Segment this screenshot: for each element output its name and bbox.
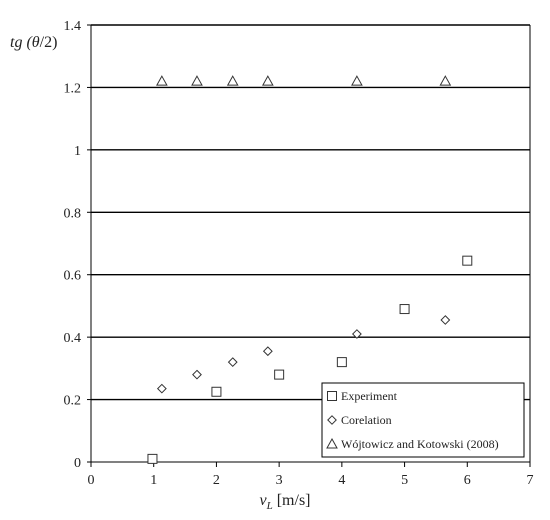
x-tick-label: 1	[150, 473, 157, 488]
y-axis-label-variable: θ	[32, 34, 40, 51]
x-axis-label-subscript: L	[266, 500, 273, 512]
y-axis-label-prefix: tg (	[10, 34, 33, 51]
x-axis-label-variable: v	[259, 492, 267, 509]
diamond-point	[192, 369, 202, 380]
diamond-point	[262, 346, 273, 357]
triangle-point	[439, 75, 452, 86]
square-point	[274, 369, 285, 380]
y-tick-label: 0.8	[64, 206, 82, 221]
x-tick-label: 0	[88, 473, 95, 488]
diamond-point	[156, 383, 167, 394]
y-tick-label: 1	[74, 144, 81, 159]
square-point	[211, 386, 222, 397]
y-axis-label: tg (θ/2)	[10, 34, 57, 51]
legend-box	[321, 382, 525, 458]
legend-marker-diamond	[327, 415, 337, 425]
legend: Experiment Corelation Wójtowicz and Kotows…	[321, 382, 525, 458]
square-point	[147, 453, 158, 464]
triangle-point	[156, 75, 168, 86]
x-tick-label: 7	[527, 473, 534, 488]
y-tick-label: 0.4	[64, 331, 82, 346]
diamond-point	[352, 329, 362, 339]
legend-label: Experiment	[341, 389, 398, 403]
y-tick-label: 1.4	[64, 19, 82, 34]
legend-marker-triangle	[326, 437, 338, 449]
diamond-point	[440, 315, 451, 325]
y-tick-label: 0	[74, 456, 81, 471]
x-tick-label: 4	[338, 473, 345, 488]
y-tick-label: 1.2	[64, 81, 82, 96]
legend-label: Corelation	[341, 413, 392, 427]
x-tick-label: 5	[401, 473, 408, 488]
gridlines	[91, 24, 530, 401]
x-tick-label: 3	[276, 473, 283, 488]
triangle-point	[351, 75, 363, 86]
y-axis-label-suffix: /2)	[40, 34, 58, 51]
x-tick-label: 6	[464, 473, 471, 488]
square-point	[399, 304, 410, 315]
y-tick-label: 0.2	[64, 394, 82, 409]
square-point	[336, 357, 347, 368]
diamond-point	[227, 357, 238, 368]
legend-label: Wójtowicz and Kotowski (2008)	[341, 437, 499, 451]
x-axis-label-unit: [m/s]	[273, 492, 311, 509]
square-point	[462, 255, 473, 266]
data-points	[147, 75, 473, 464]
axes	[87, 24, 531, 467]
y-tick-label: 0.6	[64, 269, 82, 284]
y-tick-labels: 0 0.2 0.4 0.6 0.8 1 1.2 1.4	[64, 19, 82, 471]
x-axis-label: vL [m/s]	[259, 492, 310, 512]
legend-marker-square	[327, 391, 337, 401]
x-tick-label: 2	[213, 473, 220, 488]
triangle-point	[262, 75, 274, 86]
triangle-point	[191, 75, 203, 86]
x-tick-labels: 0 1 2 3 4 5 6 7	[88, 473, 534, 488]
triangle-point	[226, 75, 239, 86]
